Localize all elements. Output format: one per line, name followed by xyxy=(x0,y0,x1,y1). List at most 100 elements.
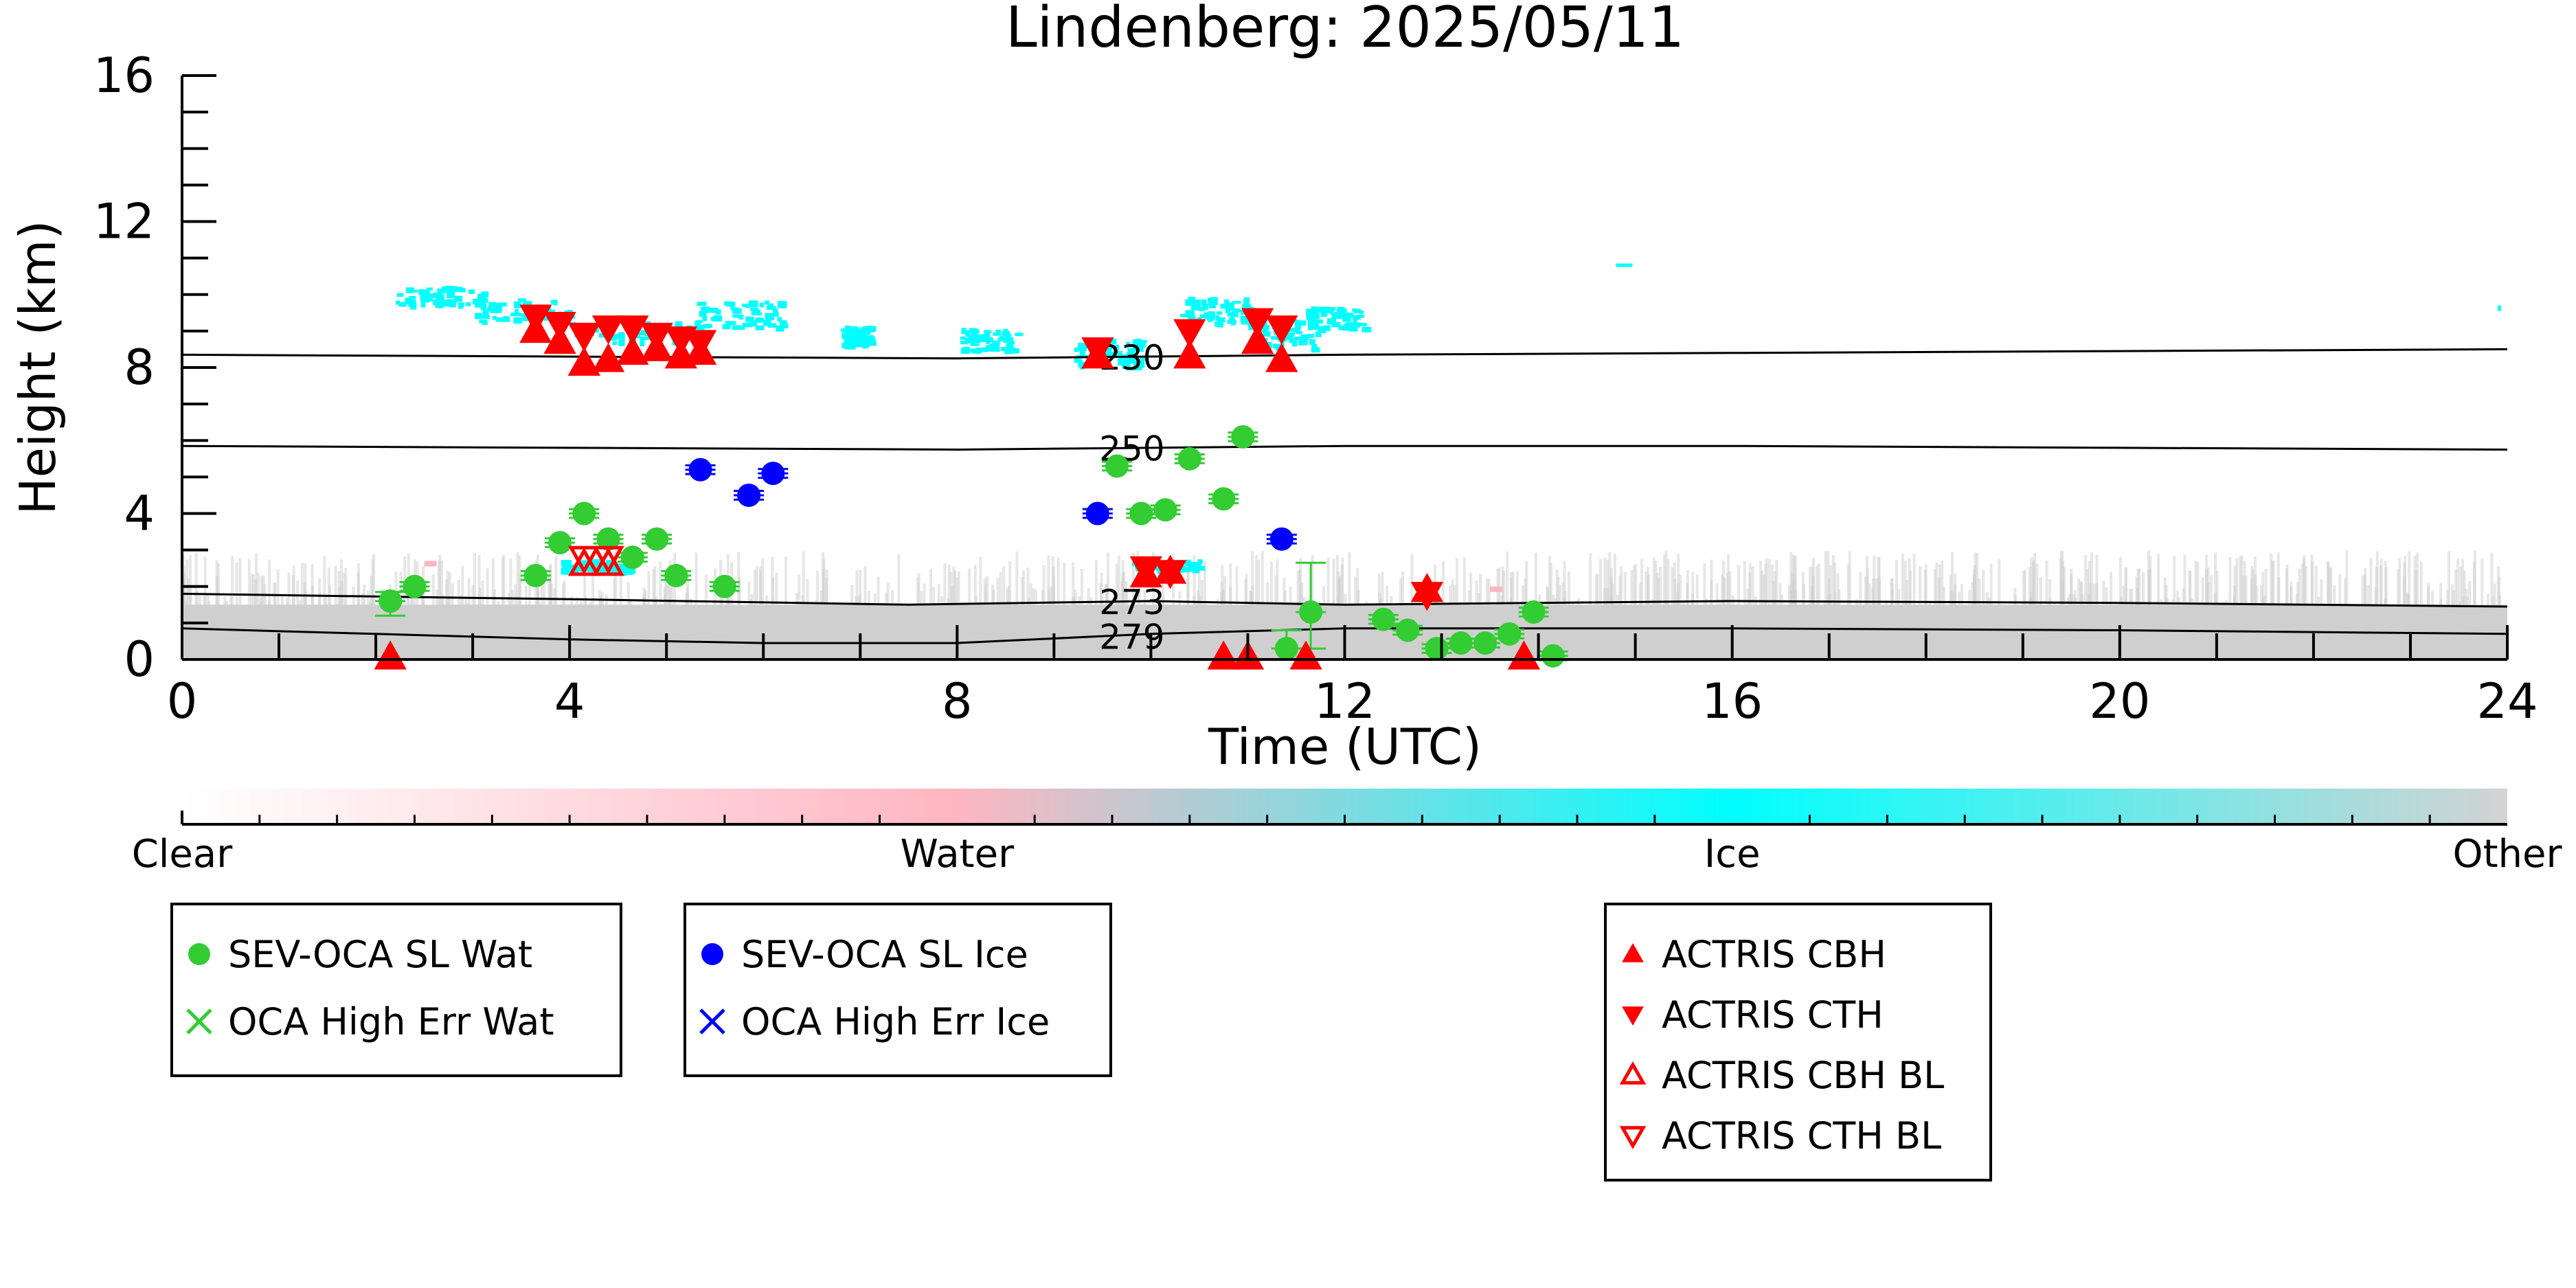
ice-class-pixel xyxy=(995,329,1002,335)
x-tick-label: 4 xyxy=(554,673,585,730)
ice-class-pixel xyxy=(497,302,507,307)
legend-marker-circle xyxy=(188,943,210,965)
axes: 0 4 8 12 16 0 4 8 12 16 20 24 xyxy=(93,47,2538,730)
ice-class-pixel xyxy=(1208,311,1215,317)
legend-box-3 xyxy=(1604,903,1992,1182)
ice-class-pixel xyxy=(396,300,400,305)
ice-class-pixel xyxy=(1219,317,1225,323)
contour-line-250 xyxy=(182,444,2507,451)
ice-class-pixel xyxy=(1194,562,1202,566)
ice-class-pixel xyxy=(2497,305,2501,311)
ice-class-pixel xyxy=(859,332,864,339)
ice-class-pixel xyxy=(1109,351,1118,357)
ice-class-pixel xyxy=(1078,361,1086,368)
ice-class-pixel xyxy=(1188,315,1196,320)
actris-cth-marker xyxy=(519,304,552,334)
ice-class-pixel xyxy=(1217,311,1223,315)
ice-class-pixel xyxy=(640,339,645,346)
sev-oca-sl-ice-marker xyxy=(737,483,761,507)
ice-class-pixel xyxy=(405,287,414,293)
ice-class-pixel xyxy=(1186,567,1195,572)
x-tick-label: 0 xyxy=(167,673,198,730)
legend-box-2 xyxy=(683,903,1112,1077)
ice-class-pixel xyxy=(1015,332,1024,337)
ice-class-pixel xyxy=(1114,348,1118,354)
ice-class-pixel xyxy=(1004,349,1014,354)
sev-oca-sl-ice-marker xyxy=(1085,501,1109,526)
sev-oca-sl-wat-marker xyxy=(1299,600,1323,624)
ice-class-pixel xyxy=(697,302,707,306)
ice-class-pixel xyxy=(705,309,711,313)
data-markers xyxy=(374,304,1565,670)
ice-class-pixel xyxy=(1288,332,1296,337)
ice-class-pixel xyxy=(1107,346,1113,350)
ice-class-pixel xyxy=(971,330,978,336)
ice-class-pixel xyxy=(735,325,745,330)
chart-title: Lindenberg: 2025/05/11 xyxy=(1006,0,1684,60)
ice-class-pixel xyxy=(1329,318,1335,324)
colorbar-label: Water xyxy=(901,832,1015,877)
ice-class-pixel xyxy=(405,300,410,304)
ice-class-pixel xyxy=(702,315,708,321)
ice-class-pixel xyxy=(1298,339,1308,344)
ice-class-pixel xyxy=(1179,314,1188,317)
water-class-pixel xyxy=(1490,586,1503,592)
ice-class-pixel xyxy=(580,560,590,567)
ice-class-pixel xyxy=(1340,311,1347,317)
ice-class-pixel xyxy=(765,300,769,305)
sev-oca-sl-wat-marker xyxy=(548,531,572,554)
x-tick-label: 20 xyxy=(2089,673,2150,730)
ice-class-pixel xyxy=(1357,315,1365,318)
ice-class-pixel xyxy=(492,316,497,320)
ice-class-pixel xyxy=(776,325,784,332)
ice-class-pixel xyxy=(418,290,425,296)
ice-class-pixel xyxy=(473,298,482,305)
ice-class-pixel xyxy=(1137,341,1146,348)
ice-class-pixel xyxy=(518,298,527,302)
y-tick-label: 8 xyxy=(124,339,155,396)
ice-class-pixel xyxy=(522,314,530,321)
ice-class-pixel xyxy=(503,316,510,322)
ice-class-pixel xyxy=(616,563,623,569)
legend-entry-label: OCA High Err Wat xyxy=(228,1000,554,1043)
actris-cbh-marker xyxy=(1173,339,1206,369)
water-class-pixel xyxy=(424,561,437,567)
ice-class-pixel xyxy=(855,341,861,345)
ice-class-pixel xyxy=(438,302,445,306)
ice-class-pixel xyxy=(1311,347,1320,353)
ice-class-pixel xyxy=(460,302,464,307)
ice-class-pixel xyxy=(1118,360,1123,364)
ice-class-pixel xyxy=(1220,304,1229,309)
ice-class-pixel xyxy=(594,561,602,566)
ice-class-pixel xyxy=(1241,304,1252,309)
actris-cth-bl-marker xyxy=(592,545,624,575)
sev-oca-sl-wat-marker xyxy=(645,527,669,551)
ice-class-pixel xyxy=(1127,352,1132,358)
sev-oca-sl-wat-marker xyxy=(1522,600,1546,624)
ice-class-pixel xyxy=(748,322,758,327)
ice-class-pixel xyxy=(1001,347,1007,352)
ice-class-pixel xyxy=(745,316,754,322)
contour-label-279: 279 xyxy=(1099,617,1164,657)
ice-class-pixel xyxy=(767,323,777,328)
legend-entry-label: SEV-OCA SL Ice xyxy=(741,933,1028,976)
ice-class-pixel xyxy=(454,295,463,302)
ice-class-pixel xyxy=(1353,315,1357,323)
ice-class-pixel xyxy=(481,291,489,297)
ice-class-pixel xyxy=(981,347,988,352)
ice-class-pixel xyxy=(722,324,731,330)
ice-class-pixel xyxy=(765,315,775,321)
ice-class-pixel xyxy=(1201,300,1207,306)
ice-class-pixel xyxy=(1306,308,1313,313)
ice-class-pixel xyxy=(855,343,861,348)
ice-class-pixel xyxy=(1263,331,1271,337)
ice-class-pixel xyxy=(435,293,442,300)
ice-class-pixel xyxy=(753,309,760,315)
ice-class-pixel xyxy=(1322,325,1331,332)
ice-class-pixel xyxy=(1307,334,1315,338)
ice-class-pixel xyxy=(510,313,521,317)
colorbar-label: Clear xyxy=(132,832,233,877)
ice-class-pixel xyxy=(562,565,569,569)
ice-class-pixel xyxy=(488,302,497,308)
